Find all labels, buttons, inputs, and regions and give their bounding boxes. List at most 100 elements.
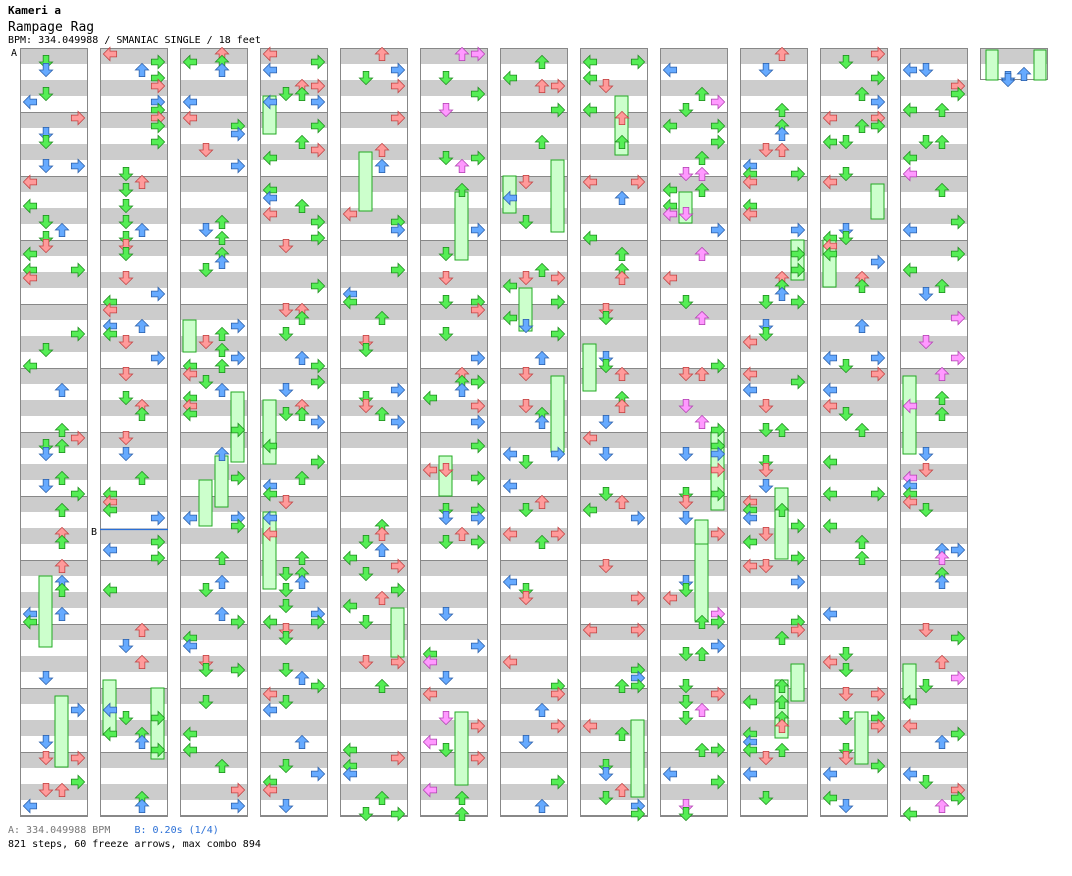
step-arrow <box>918 678 934 694</box>
step-arrow <box>790 550 806 566</box>
step-arrow <box>598 310 614 326</box>
step-arrow <box>630 510 646 526</box>
step-arrow <box>310 414 326 430</box>
step-arrow <box>118 230 134 246</box>
stripe <box>20 80 88 96</box>
step-arrow <box>150 118 166 134</box>
step-arrow <box>854 318 870 334</box>
step-arrow <box>518 590 534 606</box>
chart-info: BPM: 334.049988 / SMANIAC SINGLE / 18 fe… <box>8 35 261 46</box>
stripe <box>180 176 248 192</box>
stripe <box>660 304 728 320</box>
step-arrow <box>310 230 326 246</box>
step-arrow <box>854 278 870 294</box>
step-arrow <box>742 366 758 382</box>
step-arrow <box>374 310 390 326</box>
step-arrow <box>22 614 38 630</box>
step-arrow <box>54 222 70 238</box>
freeze-arrow <box>790 239 805 281</box>
step-arrow <box>662 766 678 782</box>
step-arrow <box>134 62 150 78</box>
freeze-arrow <box>550 375 565 453</box>
step-arrow <box>950 350 966 366</box>
step-arrow <box>38 734 54 750</box>
stripe <box>20 656 88 672</box>
step-arrow <box>198 694 214 710</box>
step-arrow <box>822 654 838 670</box>
stripe <box>660 624 728 640</box>
stripe <box>260 656 328 672</box>
step-arrow <box>54 534 70 550</box>
step-arrow <box>374 678 390 694</box>
stripe <box>660 560 728 576</box>
step-arrow <box>694 702 710 718</box>
step-arrow <box>262 150 278 166</box>
step-arrow <box>470 414 486 430</box>
step-arrow <box>422 734 438 750</box>
step-arrow <box>102 326 118 342</box>
step-arrow <box>582 102 598 118</box>
column-border <box>900 48 968 816</box>
stripe <box>820 272 888 288</box>
step-arrow <box>694 310 710 326</box>
step-arrow <box>822 382 838 398</box>
step-arrow <box>678 494 694 510</box>
stripe <box>580 208 648 224</box>
step-arrow <box>454 526 470 542</box>
step-arrow <box>278 238 294 254</box>
step-arrow <box>902 718 918 734</box>
step-arrow <box>710 446 726 462</box>
step-arrow <box>438 670 454 686</box>
stripe <box>20 560 88 576</box>
step-arrow <box>918 286 934 302</box>
step-arrow <box>150 550 166 566</box>
stripe <box>100 464 168 480</box>
stripe <box>820 624 888 640</box>
stripe <box>660 48 728 64</box>
step-arrow <box>614 726 630 742</box>
step-arrow <box>150 510 166 526</box>
step-arrow <box>534 798 550 814</box>
stripe <box>820 432 888 448</box>
step-arrow <box>150 286 166 302</box>
freeze-arrow <box>902 663 917 700</box>
step-arrow <box>470 718 486 734</box>
step-arrow <box>710 638 726 654</box>
step-arrow <box>230 318 246 334</box>
step-arrow <box>358 70 374 86</box>
freeze-arrow <box>454 191 469 261</box>
step-arrow <box>438 102 454 118</box>
step-arrow <box>502 310 518 326</box>
step-arrow <box>790 518 806 534</box>
step-arrow <box>598 766 614 782</box>
freeze-arrow <box>902 375 917 455</box>
step-arrow <box>310 94 326 110</box>
step-arrow <box>550 446 566 462</box>
step-arrow <box>310 142 326 158</box>
step-arrow <box>358 806 374 822</box>
step-arrow <box>534 262 550 278</box>
freeze-arrow <box>854 711 869 765</box>
step-arrow <box>118 270 134 286</box>
step-arrow <box>230 126 246 142</box>
step-arrow <box>630 54 646 70</box>
step-arrow <box>198 334 214 350</box>
column-border <box>820 48 888 816</box>
step-arrow <box>774 630 790 646</box>
freeze-arrow <box>870 183 885 220</box>
step-arrow <box>918 62 934 78</box>
step-arrow <box>374 46 390 62</box>
stripe <box>900 48 968 64</box>
step-arrow <box>790 622 806 638</box>
step-arrow <box>838 134 854 150</box>
step-arrow <box>470 350 486 366</box>
step-arrow <box>550 78 566 94</box>
stripe <box>900 368 968 384</box>
step-arrow <box>822 246 838 262</box>
step-arrow <box>598 758 614 774</box>
freeze-arrow <box>582 343 597 392</box>
step-arrow <box>134 318 150 334</box>
step-arrow <box>870 254 886 270</box>
step-arrow <box>278 302 294 318</box>
stripe <box>340 720 408 736</box>
